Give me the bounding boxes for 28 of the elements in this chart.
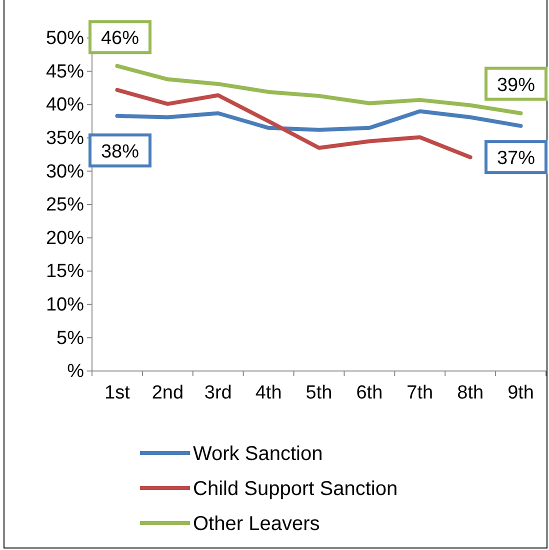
x-tick-label: 9th (508, 382, 534, 404)
y-tick-label: 30% (46, 161, 84, 182)
x-tick-label: 8th (457, 382, 484, 404)
legend-label: Work Sanction (193, 443, 323, 465)
annotation: 38% (100, 141, 140, 162)
x-tick-label: 3rd (204, 382, 232, 404)
annotation: 46% (100, 28, 140, 50)
y-tick-label: 10% (46, 294, 84, 316)
y-tick-label: 45% (46, 61, 84, 82)
y-tick-label: 25% (46, 194, 84, 216)
x-tick-label: 5th (306, 382, 332, 404)
x-tick-label: 6th (356, 382, 383, 404)
x-tick-label: 2nd (152, 382, 184, 404)
y-tick-label: 5% (56, 328, 84, 349)
y-tick-label: 35% (46, 128, 84, 149)
annotation: 37% (496, 148, 536, 170)
y-tick-label: % (67, 361, 84, 382)
y-tick-label: 20% (46, 228, 84, 249)
y-tick-label: 40% (46, 94, 84, 116)
x-tick-label: 4th (255, 382, 282, 404)
annotation: 39% (496, 74, 536, 96)
y-tick-label: 15% (46, 261, 84, 282)
line-series (115, 109, 523, 132)
x-tick-label: 7th (406, 382, 434, 404)
legend-label: Child Support Sanction (193, 478, 398, 500)
x-tick-label: 1st (104, 382, 131, 404)
legend-label: Other Leavers (193, 513, 320, 535)
y-tick-label: 50% (46, 28, 84, 50)
